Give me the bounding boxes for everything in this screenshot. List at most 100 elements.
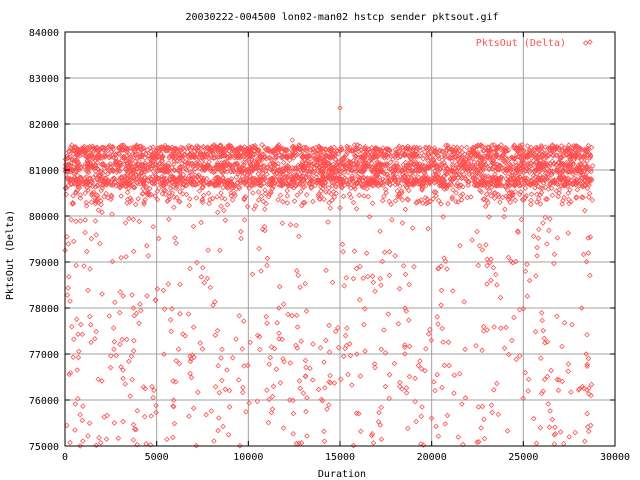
data-point: [265, 321, 269, 325]
data-point: [589, 382, 593, 386]
data-point: [498, 200, 502, 204]
data-point: [142, 414, 146, 418]
data-point: [439, 303, 443, 307]
data-point: [303, 358, 307, 362]
data-point: [305, 193, 309, 197]
data-point: [440, 326, 444, 330]
data-point: [505, 429, 509, 433]
data-point: [290, 138, 294, 142]
data-point: [139, 308, 143, 312]
data-point: [93, 219, 97, 223]
data-point: [442, 363, 446, 367]
data-point: [323, 386, 327, 390]
data-point: [134, 311, 138, 315]
data-point: [72, 337, 76, 341]
data-point: [351, 200, 355, 204]
data-point: [531, 234, 535, 238]
data-point: [195, 260, 199, 264]
data-point: [94, 233, 98, 237]
legend-marker: [588, 40, 592, 44]
data-point: [570, 322, 574, 326]
data-point: [244, 410, 248, 414]
data-point: [219, 191, 223, 195]
data-point: [541, 328, 545, 332]
data-point: [446, 340, 450, 344]
data-point: [482, 417, 486, 421]
data-point: [291, 411, 295, 415]
data-point: [341, 249, 345, 253]
data-point: [67, 275, 71, 279]
data-point: [494, 272, 498, 276]
data-point: [529, 192, 533, 196]
data-point: [404, 386, 408, 390]
data-point: [191, 325, 195, 329]
data-point: [553, 425, 557, 429]
data-point: [85, 249, 89, 253]
data-point: [424, 347, 428, 351]
data-point: [465, 145, 469, 149]
data-point: [297, 379, 301, 383]
data-point: [506, 255, 510, 259]
data-point: [407, 374, 411, 378]
data-point: [371, 280, 375, 284]
data-point: [121, 376, 125, 380]
data-point: [325, 407, 329, 411]
data-point: [352, 249, 356, 253]
data-point: [491, 265, 495, 269]
data-point: [477, 244, 481, 248]
data-point: [100, 210, 104, 214]
data-point: [186, 312, 190, 316]
data-point: [548, 409, 552, 413]
data-point: [485, 264, 489, 268]
data-point: [98, 241, 102, 245]
data-point: [86, 434, 90, 438]
data-point: [311, 199, 315, 203]
data-point: [194, 196, 198, 200]
data-point: [149, 414, 153, 418]
data-point: [209, 409, 213, 413]
data-point: [393, 199, 397, 203]
data-point: [70, 325, 74, 329]
data-point: [130, 293, 134, 297]
data-point: [329, 192, 333, 196]
data-point: [295, 193, 299, 197]
data-point: [359, 429, 363, 433]
data-point: [351, 443, 355, 447]
data-point: [555, 314, 559, 318]
data-point: [412, 264, 416, 268]
data-point: [188, 266, 192, 270]
data-point: [256, 190, 260, 194]
data-point: [587, 195, 591, 199]
data-point: [371, 441, 375, 445]
data-point: [215, 328, 219, 332]
data-point: [392, 361, 396, 365]
data-point: [566, 231, 570, 235]
data-point: [546, 402, 550, 406]
data-point: [219, 356, 223, 360]
y-tick-label: 75000: [29, 442, 59, 453]
data-point: [68, 440, 72, 444]
data-point: [230, 198, 234, 202]
data-point: [73, 402, 77, 406]
data-point: [547, 425, 551, 429]
data-point: [88, 267, 92, 271]
data-point: [443, 259, 447, 263]
data-point: [295, 313, 299, 317]
data-point: [205, 276, 209, 280]
data-point: [297, 234, 301, 238]
y-tick-label: 76000: [29, 396, 59, 407]
data-point: [300, 203, 304, 207]
data-point: [286, 312, 290, 316]
data-point: [76, 355, 80, 359]
legend-label: PktsOut (Delta): [476, 38, 566, 49]
data-point: [458, 243, 462, 247]
data-point: [198, 341, 202, 345]
data-point: [569, 390, 573, 394]
data-point: [527, 278, 531, 282]
data-point: [370, 201, 374, 205]
data-point: [107, 314, 111, 318]
data-point: [407, 318, 411, 322]
x-tick-label: 25000: [508, 452, 538, 463]
data-point: [97, 436, 101, 440]
data-point: [492, 325, 496, 329]
